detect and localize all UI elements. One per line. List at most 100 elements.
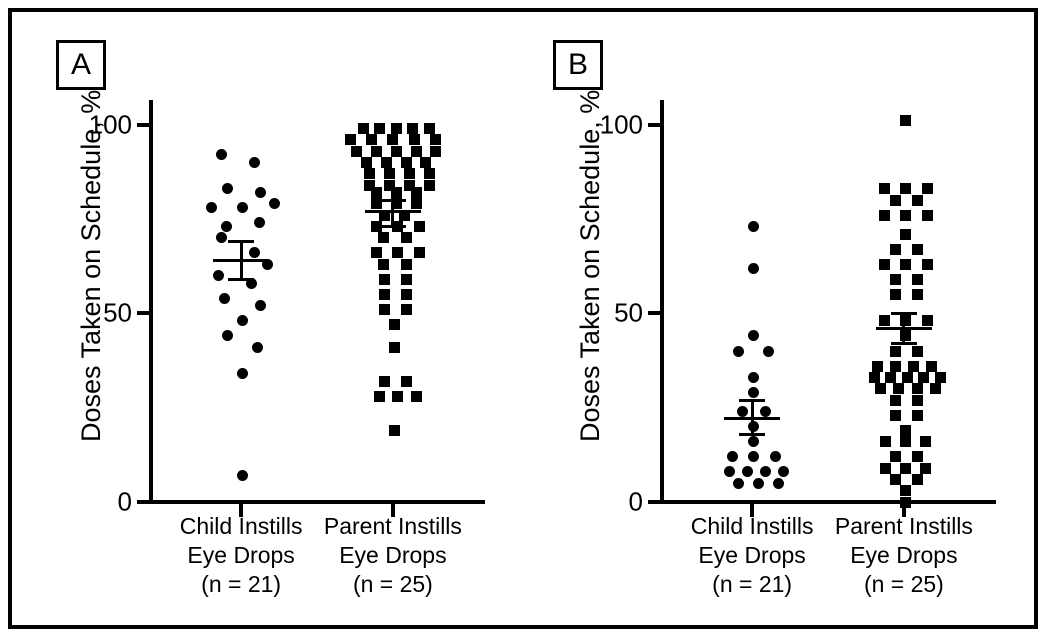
data-point-square [918, 372, 929, 383]
data-point-circle [237, 368, 248, 379]
data-point-circle [748, 387, 759, 398]
data-point-square [890, 195, 901, 206]
data-point-circle [753, 478, 764, 489]
x-axis-line [660, 500, 996, 504]
data-point-circle [222, 183, 233, 194]
data-point-square [900, 425, 911, 436]
data-point-square [411, 198, 422, 209]
error-stem [902, 313, 905, 343]
data-point-square [900, 463, 911, 474]
data-point-circle [770, 451, 781, 462]
data-point-square [912, 346, 923, 357]
data-point-square [424, 123, 435, 134]
data-point-square [885, 372, 896, 383]
data-point-square [389, 319, 400, 330]
x-category-label: Parent Instills Eye Drops (n = 25) [814, 512, 994, 598]
data-point-square [401, 289, 412, 300]
data-point-square [900, 436, 911, 447]
data-point-square [900, 183, 911, 194]
data-point-square [879, 315, 890, 326]
error-stem [391, 200, 394, 226]
data-point-square [384, 168, 395, 179]
y-tick [648, 123, 663, 127]
data-point-square [930, 383, 941, 394]
data-point-circle [748, 330, 759, 341]
data-point-circle [222, 330, 233, 341]
data-point-square [379, 376, 390, 387]
data-point-square [912, 474, 923, 485]
data-point-circle [748, 372, 759, 383]
data-point-square [935, 372, 946, 383]
data-point-square [922, 315, 933, 326]
y-axis-line [660, 100, 664, 504]
data-point-square [424, 168, 435, 179]
data-point-square [922, 259, 933, 270]
data-point-circle [269, 198, 280, 209]
data-point-circle [216, 149, 227, 160]
data-point-square [890, 244, 901, 255]
error-stem [751, 400, 754, 434]
data-point-circle [237, 202, 248, 213]
data-point-circle [255, 187, 266, 198]
data-point-square [880, 463, 891, 474]
y-tick [648, 500, 663, 504]
data-point-square [374, 123, 385, 134]
data-point-circle [221, 221, 232, 232]
data-point-square [430, 134, 441, 145]
data-point-square [411, 146, 422, 157]
data-point-circle [733, 346, 744, 357]
data-point-square [401, 376, 412, 387]
data-point-circle [748, 451, 759, 462]
y-axis-title-b: Doses Taken on Schedule, % [575, 90, 606, 442]
data-point-square [371, 146, 382, 157]
data-point-square [912, 383, 923, 394]
y-tick [137, 500, 152, 504]
y-tick-label: 0 [72, 487, 132, 518]
y-tick [137, 311, 152, 315]
y-tick [137, 123, 152, 127]
data-point-square [371, 187, 382, 198]
data-point-square [912, 395, 923, 406]
data-point-square [391, 123, 402, 134]
data-point-square [404, 168, 415, 179]
data-point-square [389, 342, 400, 353]
data-point-circle [733, 478, 744, 489]
data-point-circle [748, 263, 759, 274]
data-point-square [900, 229, 911, 240]
y-axis-title-a: Doses Taken on Schedule, % [76, 90, 107, 442]
plot-area-a: 050100Child Instills Eye Drops (n = 21)P… [152, 102, 482, 502]
data-point-square [409, 134, 420, 145]
data-point-square [420, 157, 431, 168]
data-point-square [912, 244, 923, 255]
data-point-square [912, 289, 923, 300]
panel-label-a: A [56, 40, 106, 90]
data-point-square [411, 391, 422, 402]
data-point-square [920, 436, 931, 447]
data-point-square [391, 146, 402, 157]
data-point-square [374, 391, 385, 402]
data-point-circle [255, 300, 266, 311]
y-tick-label: 100 [583, 109, 643, 140]
data-point-square [890, 451, 901, 462]
data-point-square [392, 247, 403, 258]
data-point-square [912, 274, 923, 285]
plot-area-b: 050100Child Instills Eye Drops (n = 21)P… [663, 102, 993, 502]
data-point-square [379, 304, 390, 315]
data-point-circle [760, 466, 771, 477]
data-point-square [912, 451, 923, 462]
y-tick-label: 50 [72, 298, 132, 329]
data-point-square [401, 304, 412, 315]
y-tick [648, 311, 663, 315]
data-point-square [912, 195, 923, 206]
data-point-square [872, 361, 883, 372]
data-point-circle [742, 466, 753, 477]
data-point-circle [206, 202, 217, 213]
data-point-square [361, 157, 372, 168]
data-point-square [890, 395, 901, 406]
data-point-square [351, 146, 362, 157]
data-point-circle [724, 466, 735, 477]
data-point-circle [213, 270, 224, 281]
data-point-square [890, 410, 901, 421]
data-point-circle [778, 466, 789, 477]
data-point-circle [219, 293, 230, 304]
